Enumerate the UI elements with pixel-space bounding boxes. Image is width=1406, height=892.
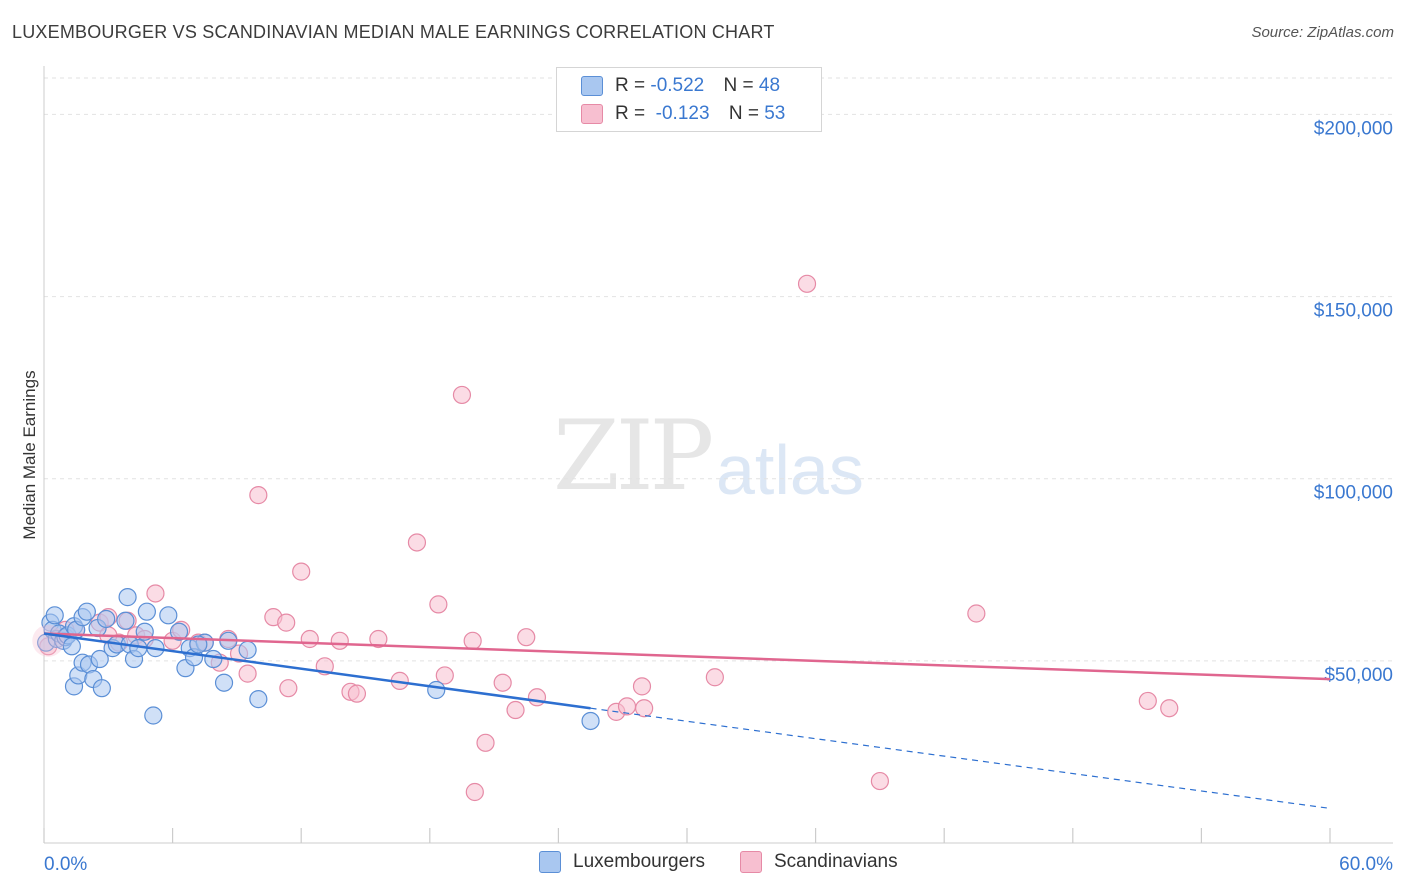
legend-r-label: R = [615, 75, 651, 96]
luxembourger-point [77, 602, 96, 621]
bottom-legend-scandinavians[interactable]: Scandinavians [740, 851, 898, 873]
watermark-atlas: atlas [716, 431, 864, 509]
luxembourger-point [249, 690, 268, 709]
scandinavian-point [369, 629, 388, 649]
luxembourger-point [144, 706, 163, 725]
scandinavian-point [292, 562, 311, 581]
x-tick-label: 0.0% [44, 854, 87, 875]
scandinavian-point [300, 629, 319, 649]
scandinavian-trendline [43, 632, 1331, 681]
source-label: Source: ZipAtlas.com [1251, 24, 1394, 41]
scandinavian-point [277, 613, 296, 632]
luxembourger-point [238, 640, 257, 660]
legend-r-value: -0.123 [650, 103, 710, 124]
luxembourger-point [97, 609, 116, 629]
legend-n-label: N = [728, 103, 765, 124]
scandinavian-point [407, 533, 427, 552]
luxembourger-point [92, 679, 111, 698]
luxembourger-point [90, 649, 109, 669]
scandinavian-point [330, 631, 349, 650]
scandinavian-point [527, 688, 547, 707]
scandinavian-point [435, 666, 454, 685]
scandinavian-point [452, 385, 472, 405]
cluster-bubble [32, 624, 65, 657]
luxembourger-point [62, 637, 81, 656]
legend-swatch-blue [581, 76, 603, 96]
luxembourger-point [159, 606, 178, 625]
luxembourger-point [204, 649, 223, 669]
bottom-legend-label: Scandinavians [774, 851, 898, 872]
scandinavian-point [797, 274, 817, 293]
scandinavian-point [476, 733, 495, 752]
scandinavian-point [967, 604, 986, 623]
bottom-legend-luxembourgers[interactable]: Luxembourgers [539, 851, 705, 873]
luxembourger-trendline [43, 632, 591, 710]
x-tick-label: 60.0% [1339, 854, 1393, 875]
legend-n-value: 53 [764, 103, 786, 124]
legend-r-label: R = [615, 103, 651, 124]
chart-title: LUXEMBOURGER VS SCANDINAVIAN MEDIAN MALE… [12, 22, 775, 42]
scandinavian-point [617, 697, 637, 716]
scandinavian-point [493, 673, 512, 692]
legend-r-value: -0.522 [650, 75, 705, 96]
scandinavian-point [632, 677, 652, 696]
luxembourger-point [137, 602, 156, 621]
luxembourger-point [581, 711, 600, 731]
scandinavian-point [146, 584, 165, 603]
correlation-legend: R = -0.522 N = 48 R = -0.123 N = 53 [556, 67, 822, 132]
luxembourger-point [45, 606, 64, 625]
scandinavian-point [506, 700, 525, 720]
scandinavian-point [705, 668, 724, 687]
scandinavian-point [429, 595, 448, 614]
scandinavian-point [635, 699, 654, 718]
luxembourger-point [116, 611, 135, 630]
bottom-legend-swatch-blue [539, 851, 561, 873]
luxembourger-point [427, 680, 446, 700]
scandinavian-point [249, 486, 268, 505]
bottom-legend-label: Luxembourgers [573, 851, 706, 872]
bottom-legend-swatch-pink [740, 851, 762, 873]
luxembourger-point [118, 588, 137, 607]
scandinavian-point [517, 628, 536, 647]
y-tick-label: $150,000 [1314, 301, 1393, 322]
scandinavian-point [465, 782, 484, 802]
watermark-zip: ZIP [553, 400, 714, 512]
scandinavian-point [870, 771, 890, 791]
scandinavian-point [238, 664, 257, 683]
scandinavian-point [1138, 691, 1157, 711]
luxembourger-point [214, 673, 234, 692]
scandinavian-point [1160, 699, 1179, 718]
legend-n-label: N = [723, 75, 759, 96]
y-tick-label: $100,000 [1314, 483, 1393, 504]
luxembourger-trendline-extension [590, 707, 1331, 809]
scandinavian-point [347, 684, 367, 703]
luxembourger-point [169, 622, 189, 641]
legend-swatch-pink [581, 104, 603, 124]
legend-n-value: 48 [758, 75, 781, 96]
y-tick-label: $50,000 [1324, 665, 1393, 686]
scandinavian-point [279, 679, 298, 698]
y-tick-label: $200,000 [1314, 118, 1393, 139]
scandinavian-point [463, 631, 482, 650]
